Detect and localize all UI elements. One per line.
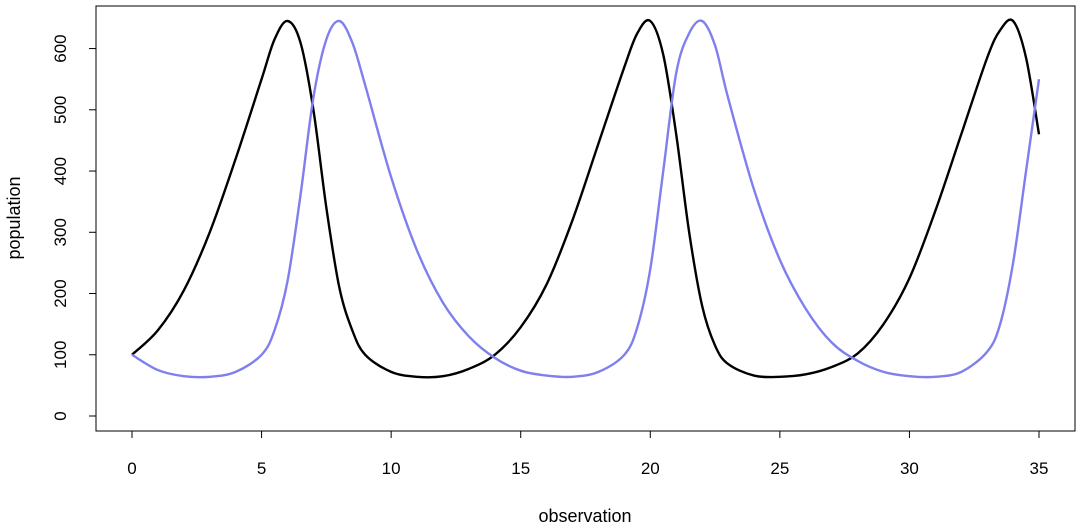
x-axis-title: observation [538,506,631,526]
y-tick-label: 400 [51,157,70,185]
x-tick-label: 5 [257,459,266,478]
y-tick-label: 100 [51,341,70,369]
x-tick-label: 25 [770,459,789,478]
series-line-1 [131,18,1041,379]
series-line-2 [131,19,1041,379]
series-layer [131,18,1041,379]
y-tick-label: 500 [51,96,70,124]
y-tick-label: 600 [51,34,70,62]
x-tick-label: 20 [641,459,660,478]
x-tick-label: 30 [900,459,919,478]
y-tick-label: 200 [51,279,70,307]
y-tick-label: 0 [51,411,70,420]
x-tick-label: 0 [127,459,136,478]
y-axis: 0 100 200 300 400 500 600 [51,34,97,421]
y-axis-title: population [4,176,24,259]
x-tick-label: 35 [1030,459,1049,478]
x-tick-label: 10 [382,459,401,478]
x-axis: 0 5 10 15 20 25 30 35 [127,430,1049,478]
x-tick-label: 15 [511,459,530,478]
y-tick-label: 300 [51,218,70,246]
